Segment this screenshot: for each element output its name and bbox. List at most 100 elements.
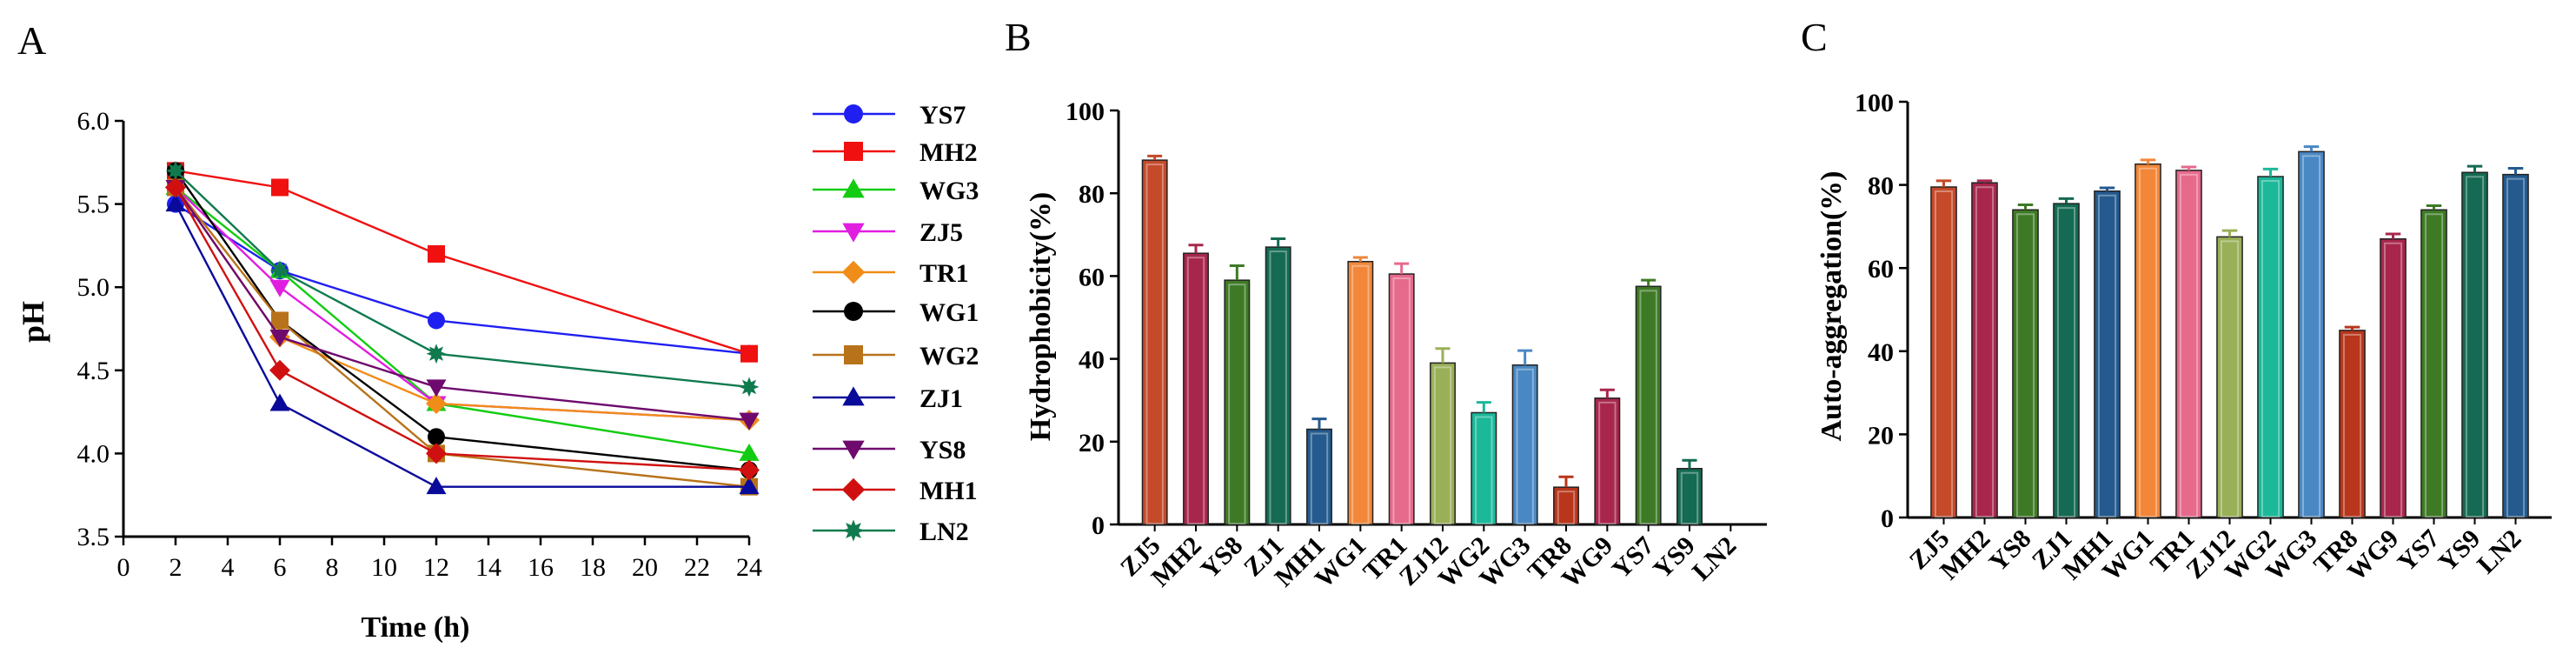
panel-a-x-tick-label: 0 [117,553,130,582]
panel-b-ylabel: Hydrophobicity(%) [1025,192,1057,442]
panel-c-x-tick-label: YS7 [2392,524,2445,578]
panel-a-x-tick-label: 12 [423,553,449,582]
series-line [175,170,750,389]
data-point [739,443,760,461]
bar [2053,203,2080,518]
bar-highlight [1351,264,1370,524]
bar-highlight [1228,284,1246,524]
legend-item: TR1 [813,259,969,288]
panel-a-xlabel: Time (h) [362,611,470,644]
bar-highlight [2220,240,2240,517]
panel-a-x-tick-label: 2 [169,553,183,582]
legend-item: YS8 [813,436,966,464]
bar [2298,150,2325,518]
bar-highlight [2179,173,2199,517]
bar-highlight [2097,194,2117,518]
data-point [426,443,447,464]
legend-marker [842,440,865,460]
data-point [165,177,186,198]
legend-marker [844,302,863,321]
bar-highlight [1598,401,1617,524]
panel-a-x-tick-label: 16 [528,553,554,582]
bar-highlight [2261,180,2281,517]
panel-a-y-tick-label: 6.0 [77,107,110,136]
bar [2502,173,2529,518]
series-line [174,204,749,488]
series-zj1 [165,194,760,495]
panel-b-y-tick-label: 0 [1092,511,1105,540]
series-line [175,186,750,422]
panel-label-b: B [1005,15,1032,59]
panel-label-c: C [1801,15,1828,59]
bar-highlight [1186,257,1205,524]
panel-b-bar-chart: 020406080100ZJ5MH2YS8ZJ1MH1WG1TR1ZJ12WG2… [1066,97,1767,593]
bar-highlight [2342,333,2362,517]
data-point [426,477,447,495]
data-point [428,428,445,446]
data-point [739,412,760,431]
series-line [175,186,750,422]
panel-label-a: A [17,18,46,63]
bar [1347,260,1374,525]
data-point [269,279,290,297]
legend-item: ZJ5 [813,218,963,247]
bar-highlight [2015,213,2035,517]
bar [1635,285,1662,525]
panel-b-x-tick-label: YS8 [1195,531,1248,584]
series-line [175,203,750,355]
series-ln2 [165,160,760,397]
series-wg3 [165,177,760,461]
panel-a-x-tick-label: 6 [274,553,287,582]
bar-highlight [1557,491,1576,524]
panel-a-x-tick-label: 10 [371,553,397,582]
bar [1430,362,1456,525]
data-point [739,459,760,481]
legend-label: WG3 [920,177,979,205]
panel-a-ylabel: pH [16,301,50,343]
bar-highlight [1145,164,1164,524]
bar-highlight [1433,366,1452,524]
legend-item: WG2 [813,342,979,371]
legend-marker [842,178,865,198]
data-point [165,160,186,181]
bar [1224,279,1251,525]
bar [1388,273,1415,525]
bar-highlight [2138,167,2158,517]
panel-a-x-tick-label: 14 [475,553,501,582]
panel-a-y-tick-label: 4.5 [77,357,110,385]
panel-c-y-tick-label: 0 [1881,504,1894,533]
legend-label: ZJ1 [920,384,963,413]
legend-marker [844,142,863,161]
legend-marker [841,477,866,502]
data-point [426,344,447,364]
legend-marker [842,519,865,542]
panel-c-x-tick-label: YS8 [1983,524,2036,578]
panel-b-y-tick-label: 80 [1079,180,1105,209]
legend-label: TR1 [920,259,969,288]
data-point [740,344,758,363]
legend-item: MH1 [813,477,978,505]
bar-highlight [1310,432,1329,524]
legend-marker [841,260,866,284]
panel-b-x-tick-label: YS7 [1607,531,1660,584]
data-point [426,393,447,415]
legend-label: MH1 [920,477,978,505]
legend-item: ZJ1 [813,384,963,413]
data-point [426,379,447,397]
panel-c-x-tick-label: YS9 [2433,524,2486,578]
series-line [175,170,750,471]
series-line [175,186,750,455]
data-point [271,311,289,330]
legend-item: YS7 [813,101,966,130]
series-line [174,186,750,471]
legend-item: WG3 [813,177,979,205]
legend-marker [842,386,865,406]
data-point [165,194,186,212]
legend-label: MH2 [920,138,978,167]
data-point [428,311,445,330]
legend-label: LN2 [920,517,969,546]
bar [2257,176,2284,518]
panel-c-y-tick-label: 80 [1868,172,1894,201]
series-line [175,170,750,355]
